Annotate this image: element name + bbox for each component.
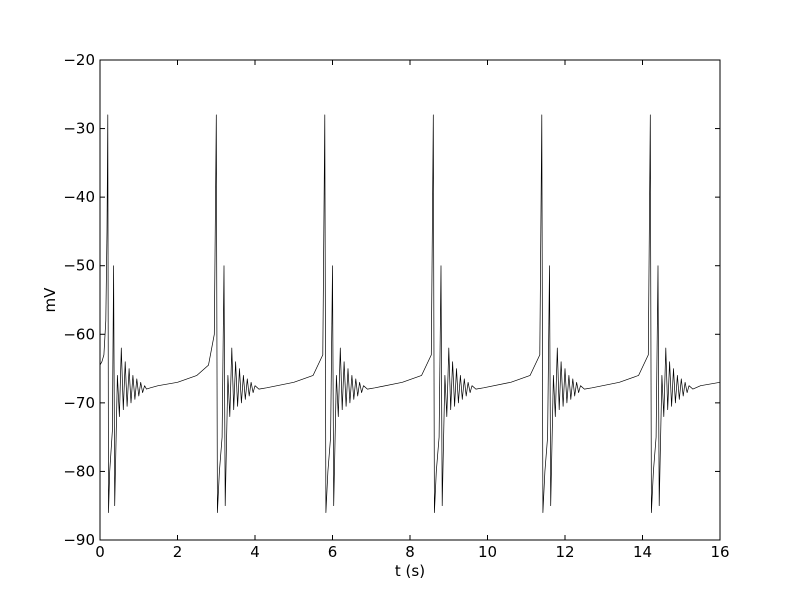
y-tick-label: −70 bbox=[63, 394, 95, 412]
x-tick-label: 4 bbox=[250, 543, 260, 561]
plot-frame bbox=[99, 59, 721, 541]
voltage-trace-line bbox=[99, 114, 721, 513]
series-layer bbox=[99, 114, 721, 513]
y-axis-title: mV bbox=[41, 287, 59, 313]
y-tick-label: −30 bbox=[63, 120, 95, 138]
plot-background bbox=[100, 60, 720, 540]
x-tick-label: 2 bbox=[173, 543, 183, 561]
x-axis-title: t (s) bbox=[395, 562, 425, 580]
x-tick-label: 14 bbox=[633, 543, 652, 561]
x-tick-label: 10 bbox=[478, 543, 497, 561]
x-tick-label: 8 bbox=[405, 543, 415, 561]
x-tick-label: 12 bbox=[555, 543, 574, 561]
x-tick-label: 0 bbox=[95, 543, 105, 561]
x-tick-label: 6 bbox=[328, 543, 338, 561]
y-tick-label: −40 bbox=[63, 188, 95, 206]
tick-layer: 0 2 4 6 8 10 12 14 16 −90 −80 −70 −60 −50 −40 −30 −20 bbox=[63, 51, 729, 561]
y-tick-label: −60 bbox=[63, 325, 95, 343]
y-tick-label: −20 bbox=[63, 51, 95, 69]
y-tick-label: −80 bbox=[63, 462, 95, 480]
y-tick-label: −50 bbox=[63, 257, 95, 275]
x-tick-label: 16 bbox=[710, 543, 729, 561]
y-tick-label: −90 bbox=[63, 531, 95, 549]
